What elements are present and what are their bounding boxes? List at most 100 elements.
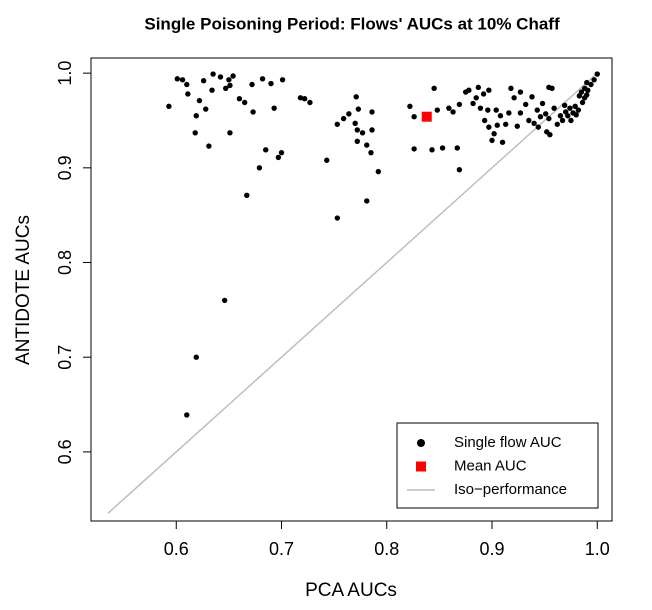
flow-point (486, 87, 492, 93)
flow-point (184, 81, 190, 88)
flow-point (230, 73, 236, 79)
flow-point (534, 107, 540, 113)
flow-point (575, 107, 582, 113)
flow-point (364, 198, 370, 204)
flow-point (477, 105, 484, 111)
flow-point (446, 105, 452, 111)
flow-point (537, 114, 544, 120)
flow-point (591, 77, 597, 83)
flow-point (567, 105, 573, 111)
flow-point (184, 412, 190, 418)
flow-point (431, 85, 437, 91)
flow-point (581, 85, 588, 91)
flow-point (529, 94, 535, 100)
legend-swatch (417, 439, 425, 447)
flow-point (559, 117, 566, 124)
legend-label: Iso−performance (454, 481, 567, 498)
x-tick-label: 0.6 (164, 539, 189, 559)
flow-point (494, 122, 500, 128)
flow-point (407, 103, 413, 109)
flow-point (466, 87, 472, 93)
flow-point (531, 120, 537, 127)
flow-point (450, 109, 456, 115)
x-axis-label: PCA AUCs (305, 580, 397, 601)
x-tick-label: 0.7 (269, 539, 294, 559)
flow-point (557, 113, 564, 119)
flow-point (324, 157, 330, 163)
flow-point (193, 354, 199, 360)
flow-point (375, 168, 382, 175)
flow-point (547, 131, 553, 138)
flow-point (275, 154, 282, 161)
flow-point (502, 121, 509, 127)
flow-point (499, 139, 506, 145)
flow-point (511, 95, 517, 101)
flow-point (594, 71, 600, 77)
flow-point (429, 147, 435, 153)
flow-point (227, 82, 233, 89)
flow-point (353, 94, 359, 100)
flow-point (200, 78, 207, 84)
flow-point (489, 137, 495, 144)
flow-point (210, 71, 216, 77)
x-tick-label: 0.8 (374, 539, 399, 559)
flow-point (554, 121, 560, 127)
flow-point (539, 100, 546, 107)
flow-point (485, 107, 491, 113)
flow-point (193, 113, 199, 119)
x-tick-label: 1.0 (585, 539, 610, 559)
flow-point (584, 92, 590, 98)
flow-point (439, 145, 446, 151)
legend-label: Single flow AUC (454, 434, 562, 451)
flow-point (454, 145, 460, 151)
flow-point (301, 96, 308, 102)
flow-point (369, 109, 375, 115)
flow-point (359, 130, 366, 136)
flow-point (307, 99, 313, 106)
flow-point (354, 127, 360, 133)
flow-point (271, 105, 277, 111)
flow-point (244, 192, 250, 198)
flow-point (185, 91, 191, 97)
flow-point (565, 113, 571, 119)
x-tick-label: 0.9 (479, 539, 504, 559)
flow-point (196, 97, 203, 104)
flow-point (588, 81, 594, 88)
flow-point (223, 85, 229, 91)
flow-point (263, 147, 269, 153)
flow-point (493, 107, 499, 113)
flow-point (340, 115, 347, 122)
y-axis-label: ANTIDOTE AUCs (13, 215, 34, 365)
flow-point (480, 91, 487, 97)
flow-point (497, 113, 504, 119)
y-tick-label: 1.0 (55, 61, 75, 86)
flow-point (486, 124, 492, 130)
flow-point (355, 106, 362, 112)
flow-point (542, 111, 549, 117)
flow-point (517, 89, 524, 95)
flow-point (578, 89, 585, 95)
y-tick-label: 0.6 (55, 439, 75, 464)
legend-label: Mean AUC (454, 457, 527, 474)
flow-point (364, 142, 370, 148)
flow-point (572, 103, 578, 109)
y-tick-label: 0.7 (55, 345, 75, 370)
y-tick-label: 0.9 (55, 155, 75, 180)
flow-point (579, 99, 586, 106)
flow-point (535, 124, 542, 130)
flow-point (217, 74, 224, 80)
flow-point (206, 143, 212, 149)
flow-point (174, 76, 181, 82)
chart-title: Single Poisoning Period: Flows' AUCs at … (144, 14, 560, 33)
flow-point (297, 95, 304, 101)
flow-point (546, 115, 552, 122)
flow-point (473, 95, 479, 101)
flow-point (203, 106, 209, 112)
flow-point (514, 123, 520, 129)
flow-point (456, 167, 463, 173)
flow-point (166, 103, 172, 109)
flow-point (268, 80, 274, 87)
flow-point (517, 110, 524, 116)
